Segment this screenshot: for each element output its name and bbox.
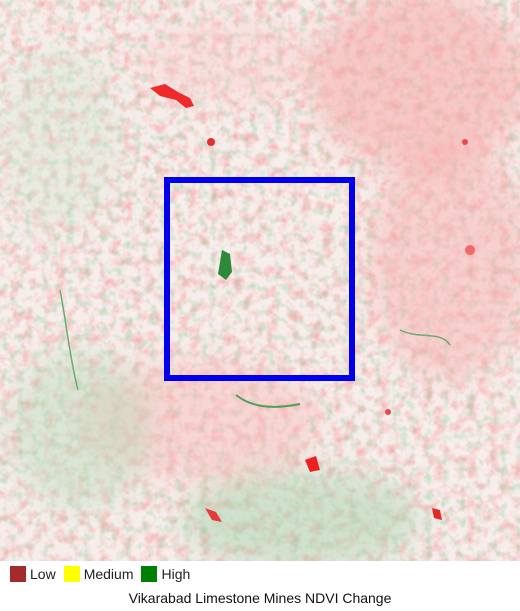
legend-swatch-low [10,566,26,582]
legend-label-medium: Medium [83,566,134,582]
legend-label-high: High [161,566,191,582]
legend-item-medium: Medium [63,566,134,582]
strong-gain-patches [59,250,451,408]
regional-tints [0,0,520,561]
study-area-box [164,177,355,381]
strong-loss-patches [150,84,475,522]
map-title: Vikarabad Limestone Mines NDVI Change [128,590,392,606]
legend-item-low: Low [10,566,56,582]
legend: Low Medium High [10,566,190,582]
ndvi-raster [0,0,520,561]
ndvi-change-map [0,0,520,561]
legend-label-low: Low [30,566,56,582]
legend-swatch-high [141,566,158,582]
legend-item-high: High [141,566,190,582]
legend-swatch-medium [63,566,80,582]
